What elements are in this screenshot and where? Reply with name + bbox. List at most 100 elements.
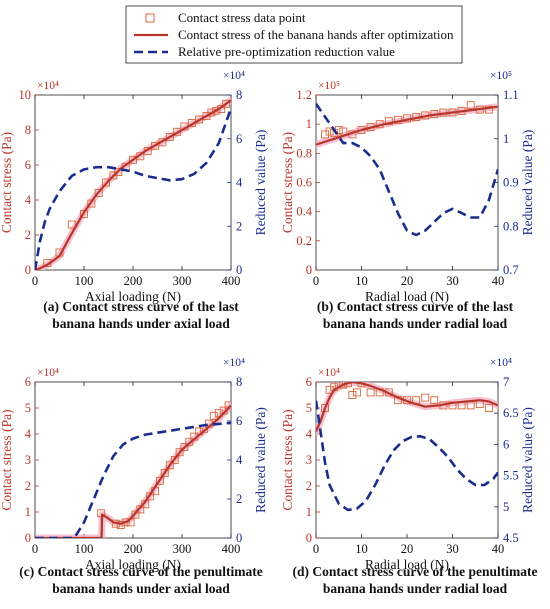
data-point-c-12: [165, 461, 174, 470]
legend-label-stress-after: Contact stress of the banana hands after…: [178, 27, 454, 42]
x-tick-label: 0: [313, 274, 319, 288]
y-right-tick-label: 0.8: [503, 219, 519, 233]
y-right-tick-label: 1.1: [503, 88, 519, 102]
x-axis-title: Axial loading (N): [85, 557, 181, 572]
reduction-value-curve: [316, 400, 498, 512]
y-right-tick-label: 4.5: [503, 531, 519, 545]
y-right-tick-label: 0: [236, 531, 242, 545]
y-left-tick-label: 3: [306, 453, 312, 467]
data-point-a-15: [165, 133, 174, 141]
y-right-axis-title: Reduced value (Pa): [253, 407, 268, 513]
x-tick-label: 30: [446, 274, 459, 288]
y-right-tick-label: 6: [236, 132, 242, 146]
legend-box: [125, 5, 463, 64]
y-right-tick-label: 0.7: [503, 263, 519, 277]
data-point-a-8: [114, 168, 123, 176]
panel-caption-line-2: banana hands under radial load: [323, 581, 508, 596]
y-left-tick-label: 1: [306, 505, 312, 519]
panel-caption-line-2: banana hands under axial load: [52, 581, 230, 596]
y-left-tick-label: 8: [25, 123, 31, 137]
y-left-tick-label: 0: [306, 531, 312, 545]
x-tick-label: 400: [222, 274, 241, 288]
data-point-c-10: [155, 476, 164, 485]
series-group: [316, 101, 498, 237]
y-right-tick-label: 6.5: [503, 406, 519, 420]
y-right-tick-label: 2: [236, 492, 242, 506]
data-point-d-9: [366, 388, 375, 397]
data-point-b-18: [466, 101, 475, 110]
x-tick-label: 100: [75, 274, 94, 288]
data-point-b-20: [484, 105, 493, 114]
data-point-a-2: [67, 220, 76, 229]
stress-highlight-band: [316, 103, 498, 149]
data-point-d-15: [421, 393, 430, 402]
y-left-tick-label: 10: [19, 88, 32, 102]
x-tick-label: 400: [222, 542, 241, 556]
y-left-tick-label: 4: [25, 193, 32, 207]
x-tick-label: 200: [124, 274, 143, 288]
x-axis-title: Radial load (N): [365, 557, 449, 572]
y-right-tick-label: 2: [236, 219, 242, 233]
y-right-axis-title: Reduced value (Pa): [253, 130, 268, 236]
x-tick-label: 10: [355, 274, 368, 288]
stress-curve-after-optimization: [35, 99, 231, 270]
y-left-tick-label: 5: [25, 401, 31, 415]
panel-b: 0 10 20 30 40 0 0.2 0.4 0.6 0.8 1 1.2 0.7 0.8 0.9 1 1.1 ×…: [280, 70, 535, 331]
y-right-tick-label: 8: [236, 88, 242, 102]
x-tick-label: 0: [32, 274, 38, 288]
y-right-tick-label: 5: [503, 500, 509, 514]
data-point-a-5: [94, 189, 103, 197]
data-point-b-1: [325, 127, 334, 136]
y-left-tick-label: 6: [306, 375, 312, 389]
data-point-a-24: [222, 99, 231, 108]
data-point-c-14: [175, 448, 184, 457]
exponent-right: ×10⁴: [223, 357, 245, 369]
y-left-tick-label: 1.2: [296, 88, 312, 102]
panel-caption-line-1: (b) Contact stress curve of the last: [317, 299, 514, 314]
y-left-axis-title: Contact stress (Pa): [0, 409, 14, 510]
panel-a: 0 100 200 300 400024681002468×10⁴×10⁴Contact…: [0, 70, 268, 331]
x-tick-label: 30: [446, 542, 459, 556]
panel-caption-line-2: banana hands under axial load: [52, 316, 230, 331]
legend-marker-square: [145, 13, 155, 23]
legend: Contact stress data point Contact stress…: [125, 5, 463, 64]
y-left-axis-title: Contact stress (Pa): [280, 132, 295, 233]
panel-caption-line-1: (a) Contact stress curve of the last: [43, 299, 239, 314]
data-point-a-6: [102, 178, 110, 187]
data-point-d-0: [321, 404, 330, 412]
y-left-tick-label: 2: [306, 479, 312, 493]
y-right-tick-label: 1: [503, 132, 509, 146]
y-left-axis-title: Contact stress (Pa): [280, 409, 295, 510]
data-point-c-5: [131, 510, 140, 519]
exponent-right: ×10⁴: [490, 357, 512, 369]
exponent-left: ×10⁴: [37, 367, 59, 379]
reduction-value-curve: [35, 107, 231, 270]
y-right-axis-title: Reduced value (Pa): [520, 130, 535, 236]
stress-curve-after-optimization: [316, 105, 498, 146]
data-point-b-9: [384, 117, 393, 126]
y-left-tick-label: 0.4: [296, 205, 312, 219]
y-right-tick-label: 6: [503, 437, 509, 451]
x-tick-label: 10: [355, 542, 368, 556]
data-point-c-11: [160, 469, 169, 477]
data-point-d-7: [352, 388, 361, 397]
y-right-tick-label: 7: [503, 375, 509, 389]
series-group: [35, 401, 231, 538]
y-right-tick-label: 4: [236, 176, 243, 190]
y-right-tick-label: 0.9: [503, 176, 519, 190]
data-point-a-4: [87, 199, 96, 208]
data-point-c-21: [209, 411, 218, 420]
data-point-a-22: [212, 106, 221, 115]
x-tick-label: 0: [313, 542, 319, 556]
y-left-tick-label: 6: [25, 375, 31, 389]
y-left-tick-label: 0: [25, 531, 31, 545]
y-left-tick-label: 3: [25, 453, 31, 467]
exponent-left: ×10⁴: [318, 367, 340, 379]
y-left-tick-label: 2: [25, 228, 31, 242]
panel-d: 0 10 20 30 40 0 1 2 3 4 5 6 4.5 5 5.5 6 6.5 7 ×10⁴ ×10⁴ Cont…: [280, 357, 537, 596]
panel-caption-line-1: (d) Contact stress curve of the penultim…: [293, 564, 538, 579]
panel-caption-line-1: (c) Contact stress curve of the penultim…: [19, 564, 262, 579]
x-tick-label: 100: [75, 542, 94, 556]
series-group: [35, 96, 231, 270]
